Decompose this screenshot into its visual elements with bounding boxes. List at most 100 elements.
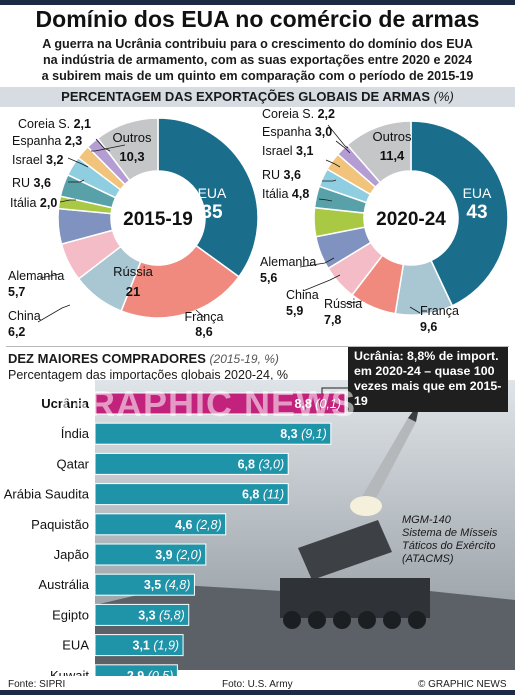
slice-label: China — [8, 309, 41, 323]
slice-value: 21 — [126, 284, 140, 299]
pie-section-title: PERCENTAGEM DAS EXPORTAÇÕES GLOBAIS DE A… — [61, 89, 430, 104]
page-subtitle: A guerra na Ucrânia contribuiu para o cr… — [0, 36, 515, 84]
pie-slice-2020-24-outros — [346, 120, 412, 184]
bar-prev-value-label: (3,0) — [258, 457, 284, 471]
leader-line — [302, 274, 341, 292]
top-band — [0, 0, 515, 5]
slice-label: França — [185, 310, 224, 324]
bar-arabia-saudita — [94, 483, 289, 506]
slice-value: 10,3 — [119, 149, 144, 164]
slice-value: 2,3 — [65, 134, 82, 148]
bar-prev-value-label: (5,8) — [159, 608, 185, 622]
slice-label: Itália 4,8 — [262, 187, 309, 201]
leader-line — [299, 257, 335, 268]
slice-value: 3,6 — [34, 176, 51, 190]
bar-prev-value-label: (2,0) — [176, 548, 202, 562]
leader-line — [344, 300, 363, 305]
leader-line — [39, 273, 61, 279]
bar-category-label: Kuwait — [50, 668, 89, 676]
pie-slice-2015-19-eua — [157, 117, 259, 278]
slice-label: Israel 3,2 — [12, 153, 63, 167]
slice-label: Coreia S. 2,2 — [262, 108, 335, 121]
missile-exhaust — [350, 496, 382, 516]
subtitle-line: a subirem mais de um quinto em comparaçã… — [41, 69, 474, 83]
pie-slice-2020-24-eua — [410, 120, 509, 307]
page-title: Domínio dos EUA no comércio de armas — [35, 6, 480, 32]
launcher-wheel — [383, 611, 401, 629]
slice-value: 2,0 — [40, 196, 57, 210]
missile-caption: MGM-140 Sistema de Mísseis Táticos do Ex… — [402, 514, 512, 566]
slice-label: Rússia — [113, 264, 154, 279]
slice-value: 6,2 — [8, 325, 25, 339]
launcher-pod — [298, 520, 392, 580]
bar-value-label: 8,3 (9,1) — [280, 427, 327, 441]
bar-value-label: 2,9 (0,5) — [127, 669, 174, 676]
slice-value: 4,8 — [292, 187, 309, 201]
leader-line — [195, 309, 206, 319]
slice-value: 3,1 — [296, 144, 313, 158]
bar-value-label: 6,8 (3,0) — [238, 457, 285, 471]
slice-label: Outros — [372, 129, 412, 144]
ukraine-callout: Ucrânia: 8,8% de import. em 2020-24 – qu… — [348, 347, 508, 412]
bar-qatar — [94, 452, 289, 475]
slice-value: 3,6 — [284, 168, 301, 182]
bar-prev-value-label: (4,8) — [165, 578, 191, 592]
slice-label: EUA — [463, 185, 492, 201]
bar-egipto — [94, 603, 190, 626]
bar-value-label: 4,6 (2,8) — [175, 518, 222, 532]
leader-line — [335, 140, 351, 154]
slice-value: 5,7 — [8, 285, 25, 299]
slice-value: 8,6 — [195, 325, 212, 339]
bar-prev-value-label: (2,8) — [196, 518, 222, 532]
bar-ucrania — [94, 392, 346, 415]
missile-caption-line: (ATACMS) — [402, 553, 454, 565]
leader-line — [95, 138, 111, 152]
bar-section-period-note: (2015-19, %) — [209, 352, 279, 366]
bar-value-label: 3,1 (1,9) — [133, 639, 180, 653]
slice-label: Alemanha — [8, 269, 64, 283]
footer-photo: Foto: U.S. Army — [222, 679, 293, 690]
launcher-wheel — [408, 611, 426, 629]
leader-line — [59, 199, 76, 203]
slice-label: Espanha 2,3 — [12, 134, 82, 148]
slice-label: Espanha 3,0 — [262, 125, 332, 139]
slice-label: Outros — [112, 130, 152, 145]
callout-pointer — [321, 387, 348, 394]
slice-value: 2,1 — [74, 117, 91, 131]
slice-label: Israel 3,1 — [262, 144, 313, 158]
bar-category-label: Egipto — [52, 607, 89, 622]
bar-india — [94, 422, 332, 445]
bar-japao — [94, 543, 207, 566]
bar-prev-value-label: (11) — [263, 488, 284, 502]
slice-label: RU 3,6 — [12, 176, 51, 190]
pie-year-label: 2015-19 — [123, 209, 193, 230]
bar-category-label: Austrália — [38, 577, 89, 592]
slice-value: 11,4 — [380, 148, 405, 163]
slice-value: 9,6 — [420, 320, 437, 334]
missile-body — [360, 418, 416, 506]
launcher-wheel — [308, 611, 326, 629]
bar-value-label: 6,8 (11) — [242, 488, 284, 502]
slice-value: 5,6 — [260, 271, 277, 285]
slice-value: 5,9 — [286, 304, 303, 318]
slice-value: 35 — [201, 202, 223, 223]
bar-category-label: Paquistão — [31, 517, 89, 532]
slice-label: Alemanha — [260, 255, 316, 269]
bar-prev-value-label: (0,5) — [148, 669, 174, 676]
pie-slice-2015-19-outros — [96, 117, 159, 182]
bar-category-label: Japão — [54, 547, 89, 562]
leader-line — [68, 179, 85, 183]
bar-value-label: 8,8 (0,1) — [294, 397, 341, 411]
leader-line — [91, 144, 126, 152]
bar-category-label: Índia — [61, 426, 90, 441]
leader-line — [327, 124, 349, 149]
bottom-band — [0, 690, 515, 695]
bar-prev-value-label: (1,9) — [153, 639, 179, 653]
leader-line — [409, 306, 421, 314]
bar-kuwait — [94, 664, 178, 676]
bar-prev-value-label: (9,1) — [301, 427, 327, 441]
slice-value: 3,2 — [46, 153, 63, 167]
leader-line — [37, 304, 71, 323]
leader-line — [67, 157, 89, 168]
